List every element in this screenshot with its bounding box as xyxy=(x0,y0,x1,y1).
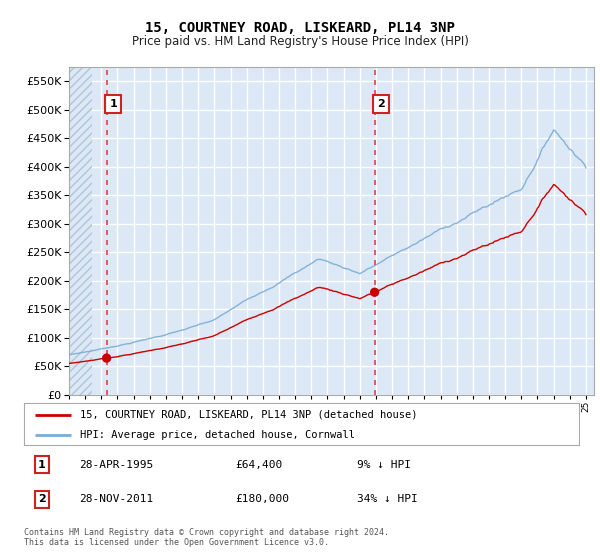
Text: 34% ↓ HPI: 34% ↓ HPI xyxy=(357,494,418,505)
FancyBboxPatch shape xyxy=(69,67,92,395)
Text: 1: 1 xyxy=(109,99,117,109)
Point xyxy=(370,288,379,297)
Text: £64,400: £64,400 xyxy=(235,460,282,470)
Text: 2: 2 xyxy=(38,494,46,505)
Text: 15, COURTNEY ROAD, LISKEARD, PL14 3NP (detached house): 15, COURTNEY ROAD, LISKEARD, PL14 3NP (d… xyxy=(79,410,417,420)
Text: 28-APR-1995: 28-APR-1995 xyxy=(79,460,154,470)
Text: 2: 2 xyxy=(377,99,385,109)
Text: 9% ↓ HPI: 9% ↓ HPI xyxy=(357,460,411,470)
Text: Price paid vs. HM Land Registry's House Price Index (HPI): Price paid vs. HM Land Registry's House … xyxy=(131,35,469,48)
Text: Contains HM Land Registry data © Crown copyright and database right 2024.
This d: Contains HM Land Registry data © Crown c… xyxy=(24,528,389,547)
Text: 1: 1 xyxy=(38,460,46,470)
Point xyxy=(102,353,112,362)
Text: 28-NOV-2011: 28-NOV-2011 xyxy=(79,494,154,505)
Text: HPI: Average price, detached house, Cornwall: HPI: Average price, detached house, Corn… xyxy=(79,430,355,440)
Text: 15, COURTNEY ROAD, LISKEARD, PL14 3NP: 15, COURTNEY ROAD, LISKEARD, PL14 3NP xyxy=(145,21,455,35)
Text: £180,000: £180,000 xyxy=(235,494,289,505)
